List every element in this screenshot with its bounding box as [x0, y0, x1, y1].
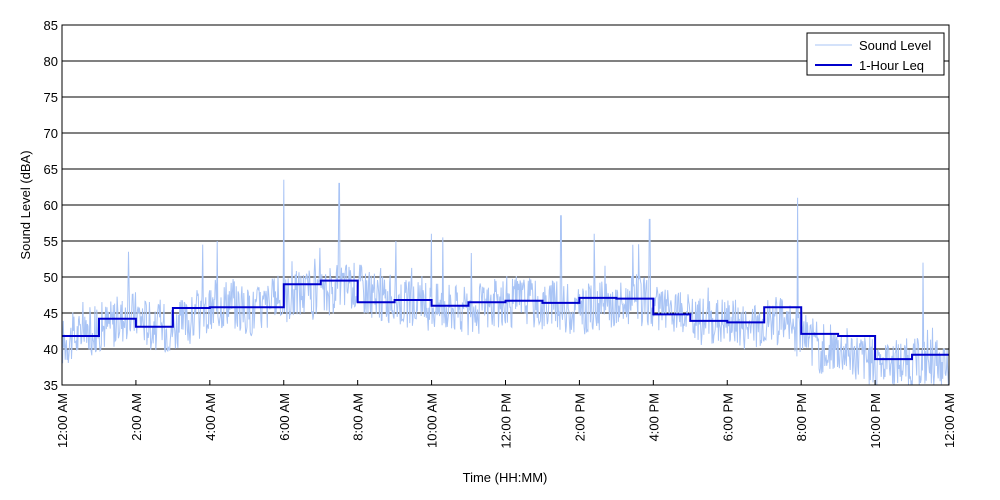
- x-tick-label: 8:00 PM: [794, 393, 809, 441]
- y-tick-label: 40: [44, 342, 58, 357]
- legend-box: [806, 32, 945, 76]
- legend: Sound Level 1-Hour Leq: [806, 32, 945, 76]
- x-tick-label: 12:00 PM: [499, 393, 514, 449]
- y-tick-label: 35: [44, 378, 58, 393]
- legend-label-1-hour-leq: 1-Hour Leq: [859, 58, 924, 73]
- y-tick-label: 70: [44, 126, 58, 141]
- x-tick-label: 6:00 AM: [277, 393, 292, 441]
- x-tick-label: 8:00 AM: [351, 393, 366, 441]
- x-axis-ticks: 12:00 AM 2:00 AM 4:00 AM 6:00 AM 8:00 AM 10:0…: [55, 380, 957, 449]
- y-axis-ticks: 35 40 45 50 55 60 65 70 75 80 85: [44, 18, 58, 393]
- x-tick-label: 10:00 PM: [868, 393, 883, 449]
- legend-label-sound-level: Sound Level: [859, 38, 931, 53]
- y-tick-label: 75: [44, 90, 58, 105]
- y-tick-label: 50: [44, 270, 58, 285]
- x-tick-label: 4:00 AM: [203, 393, 218, 441]
- y-tick-label: 45: [44, 306, 58, 321]
- leq-step-line: [62, 279, 949, 361]
- x-tick-label: 2:00 PM: [572, 393, 587, 441]
- series-area: [61, 179, 950, 386]
- x-tick-label: 12:00 AM: [55, 393, 70, 448]
- x-tick-label: 12:00 AM: [942, 393, 957, 448]
- y-axis-label: Sound Level (dBA): [18, 150, 33, 259]
- y-tick-label: 85: [44, 18, 58, 33]
- sound-level-line: [61, 179, 950, 386]
- x-axis-label: Time (HH:MM): [463, 470, 548, 485]
- x-tick-label: 10:00 AM: [425, 393, 440, 448]
- x-tick-label: 2:00 AM: [129, 393, 144, 441]
- y-tick-label: 55: [44, 234, 58, 249]
- y-tick-label: 80: [44, 54, 58, 69]
- x-tick-label: 4:00 PM: [646, 393, 661, 441]
- y-tick-label: 65: [44, 162, 58, 177]
- y-tick-label: 60: [44, 198, 58, 213]
- x-tick-label: 6:00 PM: [720, 393, 735, 441]
